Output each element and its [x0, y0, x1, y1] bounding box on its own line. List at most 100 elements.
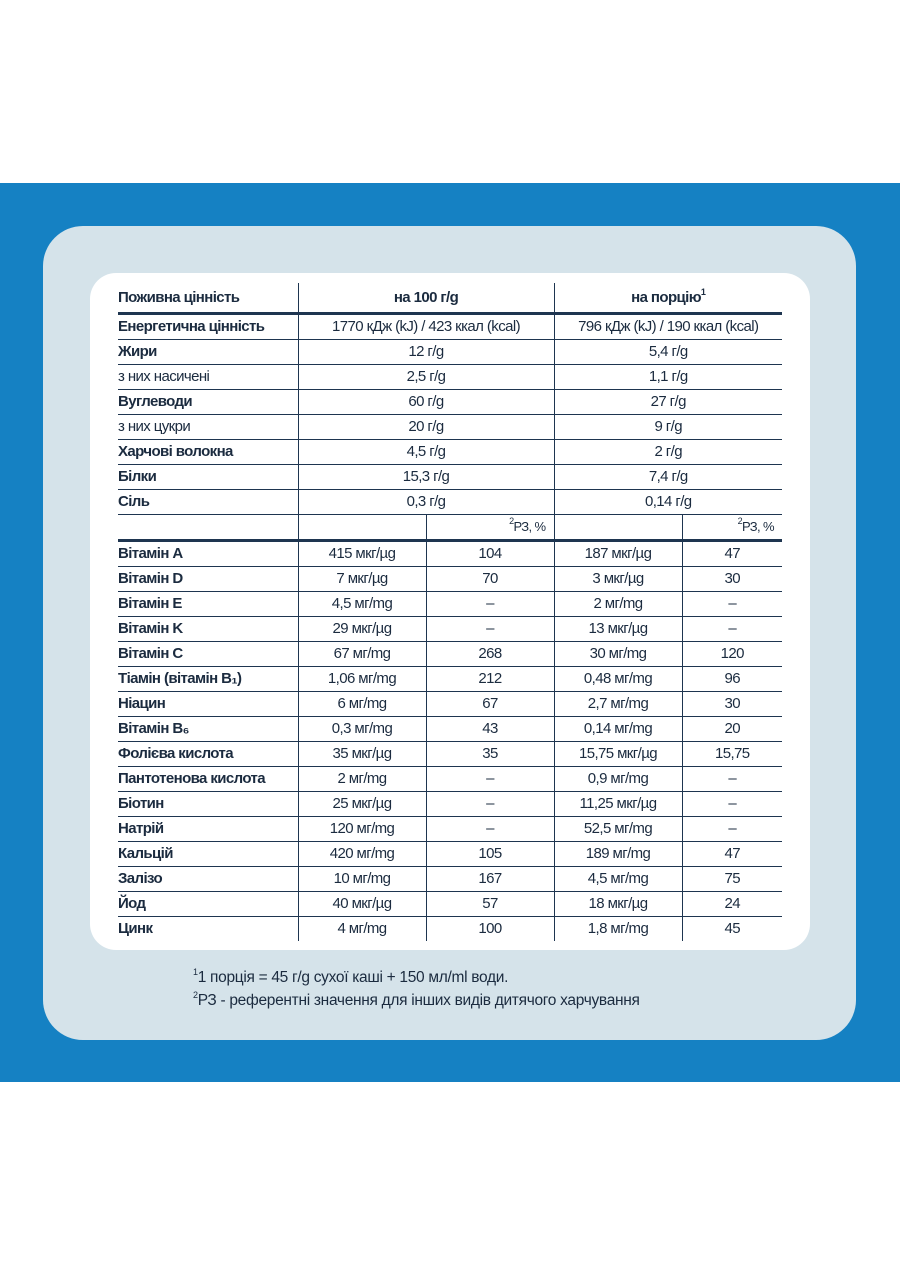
nutrient-name: Біотин: [118, 791, 298, 817]
rz-percent-per-100g: 57: [425, 891, 554, 917]
rz-percent-per-100g: 67: [425, 691, 554, 717]
value-per-100g: 6 мг/mg: [297, 691, 426, 717]
value-per-100g: 2,5 г/g: [297, 364, 554, 390]
value-per-100g: 1770 кДж (kJ) / 423 ккал (kcal): [297, 313, 554, 340]
rz-percent-per-100g: 268: [425, 641, 554, 667]
footnote-2: 2РЗ - референтні значення для інших виді…: [193, 989, 640, 1012]
value-per-portion: 5,4 г/g: [553, 339, 782, 365]
value-per-100g: 10 мг/mg: [297, 866, 426, 892]
vitamin-mineral-row: Вітамін E 4,5 мг/mg –2 мг/mg –: [118, 591, 782, 617]
vitamin-mineral-row: Пантотенова кислота 2 мг/mg –0,9 мг/mg –: [118, 766, 782, 792]
footnotes: 11 порція = 45 г/g сухої каші + 150 мл/m…: [193, 966, 640, 1012]
footnote-ref: 2: [737, 516, 743, 526]
rz-percent-header: 2РЗ, %: [425, 514, 554, 542]
nutrient-name: Залізо: [118, 866, 298, 892]
value-per-portion: 3 мкг/µg: [553, 566, 682, 592]
vitamin-mineral-row: Тіамін (вітамін B₁) 1,06 мг/mg 212 0,48 мг/…: [118, 666, 782, 692]
footnote-text: РЗ - референтні значення для інших видів…: [197, 992, 640, 1009]
rz-percent-per-100g: –: [425, 766, 554, 792]
value-per-portion: 1,8 мг/mg: [553, 916, 682, 941]
nutrient-name: Вітамін А: [118, 540, 298, 567]
rz-percent-per-portion: 24: [681, 891, 782, 917]
value-per-100g: 120 мг/mg: [297, 816, 426, 842]
value-per-portion: 2,7 мг/mg: [553, 691, 682, 717]
value-per-100g: 415 мкг/µg: [297, 540, 426, 567]
footnote-1: 11 порція = 45 г/g сухої каші + 150 мл/m…: [193, 966, 640, 989]
nutrient-row: Вуглеводи 60 г/g 27 г/g: [118, 389, 782, 415]
value-per-portion: 0,14 мг/mg: [553, 716, 682, 742]
rz-percent-per-portion: 47: [681, 841, 782, 867]
nutrient-name: Кальцій: [118, 841, 298, 867]
rz-percent-per-portion: 96: [681, 666, 782, 692]
value-per-100g: 67 мг/mg: [297, 641, 426, 667]
rz-percent-per-portion: 75: [681, 866, 782, 892]
value-per-portion: 189 мг/mg: [553, 841, 682, 867]
nutrient-name: Вітамін D: [118, 566, 298, 592]
rz-percent-per-portion: 45: [681, 916, 782, 941]
vitamin-mineral-row: Цинк 4 мг/mg 100 1,8 мг/mg 45: [118, 916, 782, 941]
rz-label: РЗ, %: [741, 519, 775, 534]
rz-percent-per-portion: 30: [681, 566, 782, 592]
rz-percent-per-100g: –: [425, 791, 554, 817]
value-per-100g: 0,3 г/g: [297, 489, 554, 515]
vitamin-mineral-row: Фолієва кислота 35 мкг/µg 35 15,75 мкг/µg 15…: [118, 741, 782, 767]
vitamin-mineral-row: Вітамін K 29 мкг/µg –13 мкг/µg –: [118, 616, 782, 642]
footnote-ref: 1: [700, 286, 706, 297]
nutrient-name: Цинк: [118, 920, 153, 937]
nutrient-row: з них насичені 2,5 г/g 1,1 г/g: [118, 364, 782, 390]
vitamin-mineral-row: Натрій 120 мг/mg –52,5 мг/mg –: [118, 816, 782, 842]
value-per-100g: 20 г/g: [297, 414, 554, 440]
footnote-marker: 2: [193, 990, 198, 1000]
header-nutrient: Поживна цінність: [118, 283, 298, 315]
value-per-portion: 187 мкг/µg: [553, 540, 682, 567]
rz-percent-per-100g: 70: [425, 566, 554, 592]
value-per-100g: 29 мкг/µg: [297, 616, 426, 642]
vitamin-mineral-row: Вітамін C 67 мг/mg 268 30 мг/mg 120: [118, 641, 782, 667]
rz-header-row: 2РЗ, % 2РЗ, %: [118, 514, 782, 542]
value-per-portion: 0,14 г/g: [553, 489, 782, 515]
value-per-100g: 4,5 г/g: [297, 439, 554, 465]
vitamin-mineral-row: Вітамін А 415 мкг/µg 104 187 мкг/µg 47: [118, 540, 782, 567]
nutrient-row: з них цукри 20 г/g 9 г/g: [118, 414, 782, 440]
value-per-100g: 35 мкг/µg: [297, 741, 426, 767]
header-per-100g: на 100 г/g: [297, 283, 554, 315]
value-per-portion: 18 мкг/µg: [553, 891, 682, 917]
nutrient-name: Вітамін B₆: [118, 716, 298, 742]
value-per-portion: 11,25 мкг/µg: [553, 791, 682, 817]
rz-percent-per-portion: 47: [681, 540, 782, 567]
nutrition-table: Поживна цінність на 100 г/g на порцію1 Е…: [118, 283, 782, 941]
header-per-portion-label: на порцію: [631, 288, 701, 306]
header-per-portion: на порцію1: [553, 283, 782, 315]
nutrient-row: Білки 15,3 г/g 7,4 г/g: [118, 464, 782, 490]
nutrient-name: Пантотенова кислота: [118, 766, 298, 792]
value-per-100g: 7 мкг/µg: [297, 566, 426, 592]
nutrient-name: Вітамін K: [118, 616, 298, 642]
value-per-100g: 2 мг/mg: [297, 766, 426, 792]
nutrient-name: Харчові волокна: [118, 439, 298, 465]
rz-percent-per-100g: 167: [425, 866, 554, 892]
rz-percent-per-100g: 43: [425, 716, 554, 742]
nutrient-name: Тіамін (вітамін B₁): [118, 666, 298, 692]
vitamin-mineral-row: Йод 40 мкг/µg 57 18 мкг/µg 24: [118, 891, 782, 917]
value-per-portion: 796 кДж (kJ) / 190 ккал (kcal): [553, 313, 782, 340]
rz-percent-per-100g: –: [425, 591, 554, 617]
vitamin-mineral-row: Залізо 10 мг/mg 167 4,5 мг/mg 75: [118, 866, 782, 892]
value-per-100g: 60 г/g: [297, 389, 554, 415]
value-per-100g: 25 мкг/µg: [297, 791, 426, 817]
value-per-portion: 4,5 мг/mg: [553, 866, 682, 892]
nutrient-row: Сіль 0,3 г/g 0,14 г/g: [118, 489, 782, 515]
value-per-portion: 2 мг/mg: [553, 591, 682, 617]
nutrient-name: Фолієва кислота: [118, 741, 298, 767]
rz-percent-header: 2РЗ, %: [681, 514, 782, 542]
rz-percent-per-portion: –: [681, 791, 782, 817]
value-per-portion: 27 г/g: [553, 389, 782, 415]
table-header-row: Поживна цінність на 100 г/g на порцію1: [118, 283, 782, 315]
nutrient-name: з них цукри: [118, 414, 298, 440]
value-per-portion: 52,5 мг/mg: [553, 816, 682, 842]
rz-percent-per-100g: 35: [425, 741, 554, 767]
footnote-marker: 1: [193, 967, 198, 977]
nutrient-name: з них насичені: [118, 364, 298, 390]
nutrient-name: Білки: [118, 464, 298, 490]
vitamin-mineral-row: Вітамін B₆ 0,3 мг/mg 43 0,14 мг/mg 20: [118, 716, 782, 742]
rz-percent-per-portion: –: [681, 816, 782, 842]
